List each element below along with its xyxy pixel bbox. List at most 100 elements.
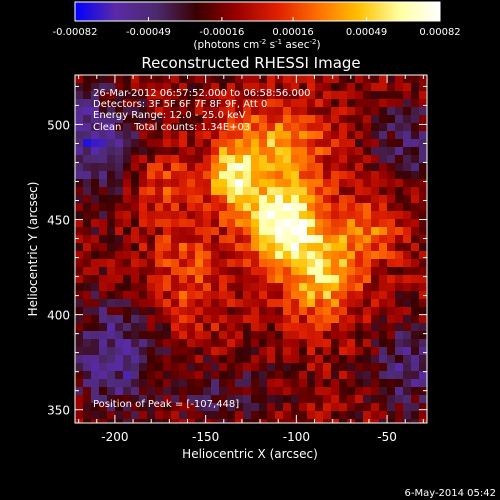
- heatmap-cell: [315, 307, 324, 316]
- heatmap-cell: [283, 323, 292, 332]
- heatmap-cell: [363, 187, 372, 196]
- heatmap-cell: [275, 339, 284, 348]
- heatmap-cell: [315, 259, 324, 268]
- heatmap-cell: [283, 283, 292, 292]
- heatmap-cell: [195, 355, 204, 364]
- heatmap-cell: [187, 235, 196, 244]
- heatmap-cell: [403, 131, 412, 140]
- heatmap-cell: [99, 315, 108, 324]
- heatmap-cell: [267, 227, 276, 236]
- heatmap-cell: [355, 179, 364, 188]
- heatmap-cell: [75, 91, 84, 100]
- heatmap-cell: [203, 147, 212, 156]
- heatmap-cell: [411, 259, 420, 268]
- heatmap-cell: [75, 219, 84, 228]
- heatmap-cell: [299, 203, 308, 212]
- heatmap-cell: [403, 235, 412, 244]
- heatmap-cell: [283, 139, 292, 148]
- heatmap-cell: [115, 259, 124, 268]
- heatmap-cell: [179, 99, 188, 108]
- heatmap-cell: [315, 75, 324, 84]
- heatmap-cell: [411, 203, 420, 212]
- heatmap-cell: [411, 339, 420, 348]
- heatmap-cell: [131, 339, 140, 348]
- heatmap-cell: [355, 235, 364, 244]
- heatmap-cell: [211, 107, 220, 116]
- heatmap-cell: [347, 179, 356, 188]
- heatmap-cell: [259, 283, 268, 292]
- heatmap-cell: [387, 307, 396, 316]
- heatmap-cell: [163, 83, 172, 92]
- heatmap-cell: [227, 139, 236, 148]
- heatmap-cell: [83, 387, 92, 396]
- heatmap-cell: [275, 75, 284, 84]
- heatmap-cell: [411, 387, 420, 396]
- heatmap-cell: [187, 123, 196, 132]
- heatmap-cell: [139, 307, 148, 316]
- heatmap-cell: [283, 387, 292, 396]
- heatmap-cell: [139, 339, 148, 348]
- heatmap-cell: [219, 307, 228, 316]
- colorbar-gradient: [74, 1, 441, 22]
- heatmap-cell: [315, 99, 324, 108]
- heatmap-cell: [283, 235, 292, 244]
- heatmap-cell: [163, 227, 172, 236]
- heatmap-cell: [395, 155, 404, 164]
- heatmap-cell: [315, 179, 324, 188]
- heatmap-cell: [347, 163, 356, 172]
- heatmap-cell: [99, 259, 108, 268]
- heatmap-cell: [259, 147, 268, 156]
- heatmap-cell: [171, 387, 180, 396]
- heatmap-cell: [91, 291, 100, 300]
- heatmap-cell: [355, 299, 364, 308]
- heatmap-cell: [75, 235, 84, 244]
- heatmap-cell: [171, 331, 180, 340]
- heatmap-cell: [195, 411, 204, 420]
- heatmap-cell: [275, 331, 284, 340]
- heatmap-cell: [155, 355, 164, 364]
- heatmap-cell: [147, 155, 156, 164]
- heatmap-cell: [219, 211, 228, 220]
- heatmap-cell: [75, 275, 84, 284]
- heatmap-cell: [91, 403, 100, 412]
- heatmap-cell: [83, 219, 92, 228]
- heatmap-cell: [187, 259, 196, 268]
- heatmap-cell: [347, 155, 356, 164]
- heatmap-cell: [171, 163, 180, 172]
- heatmap-cell: [75, 411, 84, 420]
- heatmap-cell: [363, 75, 372, 84]
- heatmap-cell: [299, 107, 308, 116]
- heatmap-cell: [147, 163, 156, 172]
- heatmap-cell: [339, 387, 348, 396]
- heatmap-cell: [203, 139, 212, 148]
- heatmap-cell: [75, 195, 84, 204]
- heatmap-cell: [371, 147, 380, 156]
- heatmap-cell: [91, 83, 100, 92]
- heatmap-cell: [75, 371, 84, 380]
- heatmap-cell: [83, 251, 92, 260]
- heatmap-cell: [299, 147, 308, 156]
- heatmap-cell: [219, 331, 228, 340]
- heatmap-cell: [211, 299, 220, 308]
- heatmap-cell: [371, 379, 380, 388]
- heatmap-cell: [147, 83, 156, 92]
- heatmap-cell: [355, 227, 364, 236]
- heatmap-cell: [371, 323, 380, 332]
- heatmap-cell: [107, 299, 116, 308]
- heatmap-cell: [419, 411, 427, 420]
- heatmap-cell: [251, 179, 260, 188]
- heatmap-cell: [179, 299, 188, 308]
- heatmap-cell: [323, 187, 332, 196]
- heatmap-cell: [283, 347, 292, 356]
- heatmap-cell: [219, 139, 228, 148]
- heatmap-cell: [91, 99, 100, 108]
- heatmap-cell: [387, 139, 396, 148]
- heatmap-cell: [195, 307, 204, 316]
- heatmap-cell: [171, 107, 180, 116]
- heatmap-cell: [211, 187, 220, 196]
- heatmap-cell: [371, 211, 380, 220]
- heatmap-cell: [219, 387, 228, 396]
- heatmap-cell: [379, 147, 388, 156]
- heatmap-cell: [107, 339, 116, 348]
- heatmap-cell: [243, 243, 252, 252]
